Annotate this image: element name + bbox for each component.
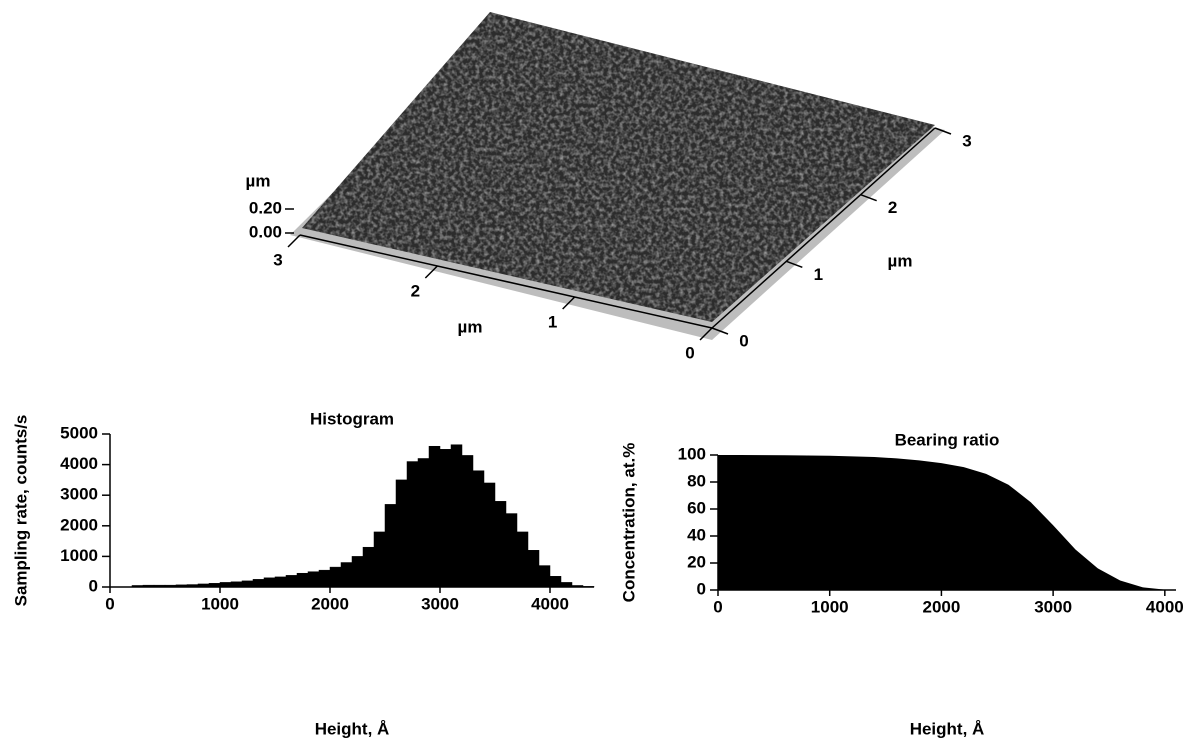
bar	[252, 579, 265, 588]
bar	[428, 445, 441, 588]
x-tick-label: 1000	[811, 597, 849, 616]
x-tick	[287, 234, 301, 248]
surface-texture	[302, 12, 935, 322]
y-axis-label: µm	[888, 251, 913, 270]
chart-title: Histogram	[310, 409, 394, 428]
x-tick-label: 4000	[1146, 597, 1184, 616]
y-tick	[711, 327, 729, 335]
y-tick	[934, 127, 952, 135]
y-tick-label: 0	[739, 331, 748, 350]
x-tick-label: 1000	[201, 594, 239, 613]
x-tick-label: 4000	[531, 594, 569, 613]
bar	[340, 562, 353, 588]
bar	[439, 449, 452, 588]
bar	[494, 501, 507, 588]
y-tick-label: 1000	[60, 546, 98, 565]
z-axis-label: µm	[246, 171, 271, 190]
bar	[329, 566, 342, 588]
x-tick-label: 3	[273, 250, 282, 269]
y-tick-label: 2	[888, 198, 897, 217]
x-tick-label: 1	[548, 312, 557, 331]
bar	[406, 461, 419, 588]
y-tick-label: 1	[814, 265, 823, 284]
bar	[450, 444, 463, 588]
bar	[483, 482, 496, 588]
z-tick-label: 0.00	[249, 222, 282, 241]
bar	[263, 577, 276, 588]
bar	[527, 550, 540, 588]
x-axis-label: µm	[458, 317, 483, 336]
bar	[318, 569, 331, 588]
x-tick	[424, 265, 438, 279]
bar	[516, 531, 529, 588]
y-axis	[711, 127, 936, 329]
bar	[274, 576, 287, 588]
y-tick-label: 20	[687, 552, 706, 571]
y-tick-label: 3000	[60, 485, 98, 504]
x-axis-label: Height, Å	[315, 719, 390, 738]
x-tick-label: 3000	[421, 594, 459, 613]
bar	[384, 504, 397, 588]
x-tick-label: 0	[685, 343, 694, 362]
chart-title: Bearing ratio	[895, 430, 1000, 449]
bar	[461, 455, 474, 588]
y-tick-label: 0	[89, 576, 98, 595]
area	[718, 455, 1165, 590]
bar	[230, 581, 243, 588]
bar	[362, 546, 375, 588]
bar	[417, 458, 430, 588]
bar	[505, 513, 518, 588]
y-tick-label: 100	[678, 444, 706, 463]
x-tick	[699, 327, 713, 341]
x-tick-label: 2	[411, 281, 420, 300]
bar	[307, 571, 320, 588]
bar	[296, 572, 309, 588]
bar	[285, 575, 298, 588]
y-tick-label: 40	[687, 525, 706, 544]
bar	[373, 531, 386, 588]
y-axis-label: Concentration, at.%	[619, 443, 638, 603]
x-axis-label: Height, Å	[910, 719, 985, 738]
bar	[472, 470, 485, 588]
x-tick-label: 2000	[923, 597, 961, 616]
x-axis	[299, 234, 713, 329]
x-tick-label: 2000	[311, 594, 349, 613]
x-tick	[562, 296, 576, 310]
y-tick-label: 3	[962, 131, 971, 150]
y-tick-label: 0	[697, 579, 706, 598]
bar	[241, 580, 254, 588]
y-axis-label: Sampling rate, counts/s	[11, 415, 30, 607]
y-tick-label: 5000	[60, 423, 98, 442]
x-tick-label: 0	[105, 594, 114, 613]
bar	[549, 576, 562, 588]
y-tick-label: 4000	[60, 454, 98, 473]
y-tick	[860, 193, 877, 202]
bar	[395, 479, 408, 588]
y-tick-label: 60	[687, 498, 706, 517]
z-tick-label: 0.20	[249, 198, 282, 217]
bar	[538, 565, 551, 588]
bar	[351, 556, 364, 588]
y-tick-label: 2000	[60, 515, 98, 534]
y-tick	[786, 260, 803, 269]
x-tick-label: 0	[713, 597, 722, 616]
y-tick-label: 80	[687, 471, 706, 490]
x-tick-label: 3000	[1034, 597, 1072, 616]
